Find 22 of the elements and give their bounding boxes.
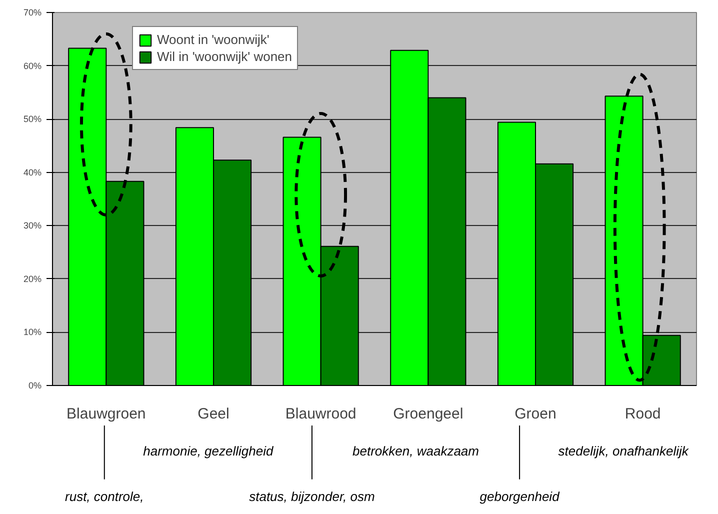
text: status, bijzonder, osm <box>249 488 376 504</box>
y-tick-label: 60% <box>23 60 42 71</box>
text: stedelijk, onafhankelijk <box>558 444 690 458</box>
legend-label: Woont in 'woonwijk' <box>157 32 270 47</box>
x-tick-label: Rood <box>624 406 661 422</box>
y-tick-label: 30% <box>23 220 42 231</box>
text: betrokken, waakzaam <box>352 444 480 458</box>
text: rust, controle, <box>65 488 144 504</box>
y-tick-label: 40% <box>23 167 42 178</box>
x-tick-label: Blauwrood <box>285 406 356 422</box>
y-tick-label: 0% <box>28 380 42 390</box>
x-tick-label: Groengeel <box>393 406 464 422</box>
text: harmonie, gezelligheid <box>143 444 274 458</box>
text: geborgenheid <box>480 488 560 504</box>
x-tick-label: Blauwgroen <box>66 406 146 422</box>
y-tick-label: 10% <box>23 327 42 338</box>
y-tick-label: 50% <box>23 114 42 124</box>
x-tick-label: Groen <box>514 406 556 422</box>
legend-label: Wil in 'woonwijk' wonen <box>157 49 292 64</box>
x-tick-label: Geel <box>198 406 230 422</box>
y-tick-label: 20% <box>23 274 42 284</box>
y-tick-label: 70% <box>23 8 42 18</box>
